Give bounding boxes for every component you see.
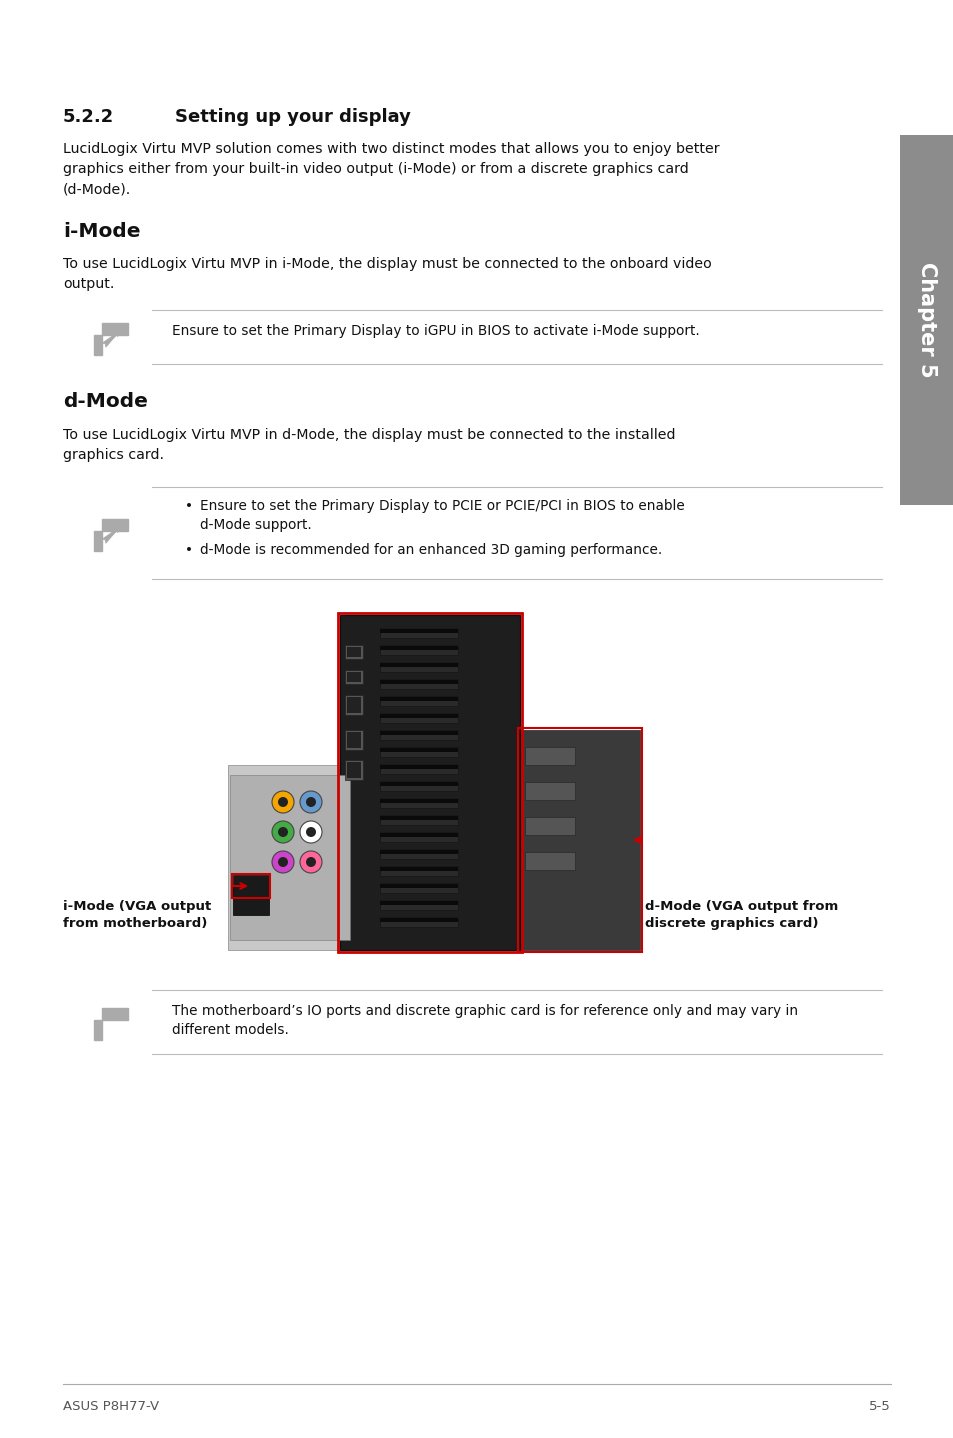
Bar	[339, 615, 519, 951]
Bar	[379, 680, 457, 684]
Bar	[899, 135, 953, 505]
Circle shape	[299, 791, 322, 812]
Circle shape	[272, 851, 294, 873]
Bar	[379, 917, 457, 928]
Bar	[379, 697, 457, 700]
Bar	[63, 610, 882, 961]
Circle shape	[306, 857, 315, 867]
Bar	[230, 775, 350, 940]
Bar	[524, 782, 575, 800]
Text: LucidLogix Virtu MVP solution comes with two distinct modes that allows you to e: LucidLogix Virtu MVP solution comes with…	[63, 142, 719, 196]
Bar	[379, 781, 457, 791]
Bar	[379, 815, 457, 820]
Bar	[379, 764, 457, 774]
Bar	[379, 628, 457, 638]
Bar	[347, 762, 360, 778]
Circle shape	[306, 797, 315, 807]
Polygon shape	[94, 519, 128, 551]
Bar	[228, 765, 352, 951]
Polygon shape	[94, 324, 128, 355]
Bar	[345, 761, 363, 779]
Bar	[379, 646, 457, 650]
Bar	[379, 815, 457, 825]
Text: Chapter 5: Chapter 5	[916, 262, 936, 378]
Bar	[379, 713, 457, 723]
Bar	[519, 731, 639, 951]
Bar	[337, 613, 521, 952]
Bar	[347, 672, 360, 682]
Bar	[379, 661, 457, 672]
Bar	[345, 646, 363, 659]
Text: d-Mode is recommended for an enhanced 3D gaming performance.: d-Mode is recommended for an enhanced 3D…	[200, 544, 661, 557]
Bar	[524, 817, 575, 835]
Bar	[347, 647, 360, 657]
Bar	[379, 866, 457, 876]
Bar	[524, 746, 575, 765]
Bar	[379, 765, 457, 769]
Bar	[379, 883, 457, 893]
Bar	[379, 848, 457, 858]
Circle shape	[277, 827, 288, 837]
Bar	[233, 887, 269, 915]
Bar	[379, 746, 457, 756]
Bar	[379, 628, 457, 633]
Text: Ensure to set the Primary Display to PCIE or PCIE/PCI in BIOS to enable
d-Mode s: Ensure to set the Primary Display to PCI…	[200, 499, 684, 532]
Bar	[233, 874, 269, 897]
Circle shape	[299, 821, 322, 843]
Text: To use LucidLogix Virtu MVP in i-Mode, the display must be connected to the onbo: To use LucidLogix Virtu MVP in i-Mode, t…	[63, 257, 711, 290]
Text: d-Mode (VGA output from
discrete graphics card): d-Mode (VGA output from discrete graphic…	[644, 900, 838, 930]
Text: 5-5: 5-5	[868, 1401, 890, 1414]
Bar	[379, 884, 457, 889]
Bar	[379, 731, 457, 735]
Circle shape	[306, 827, 315, 837]
Bar	[347, 732, 360, 748]
Bar	[379, 782, 457, 787]
Circle shape	[272, 791, 294, 812]
Bar	[345, 695, 363, 715]
Text: ASUS P8H77-V: ASUS P8H77-V	[63, 1401, 159, 1414]
Bar	[379, 867, 457, 871]
Bar	[379, 800, 457, 802]
Bar	[379, 646, 457, 654]
Bar	[379, 900, 457, 910]
Bar	[524, 851, 575, 870]
Text: 5.2.2: 5.2.2	[63, 108, 114, 127]
Text: The motherboard’s IO ports and discrete graphic card is for reference only and m: The motherboard’s IO ports and discrete …	[172, 1004, 798, 1037]
Bar	[379, 748, 457, 752]
Bar	[345, 670, 363, 684]
Text: To use LucidLogix Virtu MVP in d-Mode, the display must be connected to the inst: To use LucidLogix Virtu MVP in d-Mode, t…	[63, 429, 675, 462]
Polygon shape	[94, 1008, 128, 1040]
Circle shape	[272, 821, 294, 843]
Bar	[379, 696, 457, 706]
Bar	[379, 663, 457, 667]
Bar	[379, 917, 457, 922]
Text: i-Mode (VGA output
from motherboard): i-Mode (VGA output from motherboard)	[63, 900, 211, 930]
Bar	[347, 697, 360, 713]
Bar	[379, 798, 457, 808]
Circle shape	[277, 857, 288, 867]
Bar	[379, 833, 457, 843]
Circle shape	[299, 851, 322, 873]
Bar	[379, 902, 457, 905]
Bar	[517, 728, 641, 952]
Circle shape	[277, 797, 288, 807]
Bar	[379, 731, 457, 741]
Text: Ensure to set the Primary Display to iGPU in BIOS to activate i-Mode support.: Ensure to set the Primary Display to iGP…	[172, 324, 699, 338]
Bar	[379, 715, 457, 718]
Text: •: •	[185, 544, 193, 557]
Text: i-Mode: i-Mode	[63, 221, 140, 242]
Text: d-Mode: d-Mode	[63, 393, 148, 411]
Bar	[379, 833, 457, 837]
Bar	[379, 850, 457, 854]
Bar	[232, 874, 270, 897]
Bar	[379, 679, 457, 689]
Text: Setting up your display: Setting up your display	[174, 108, 411, 127]
Text: •: •	[185, 499, 193, 513]
Bar	[345, 731, 363, 751]
